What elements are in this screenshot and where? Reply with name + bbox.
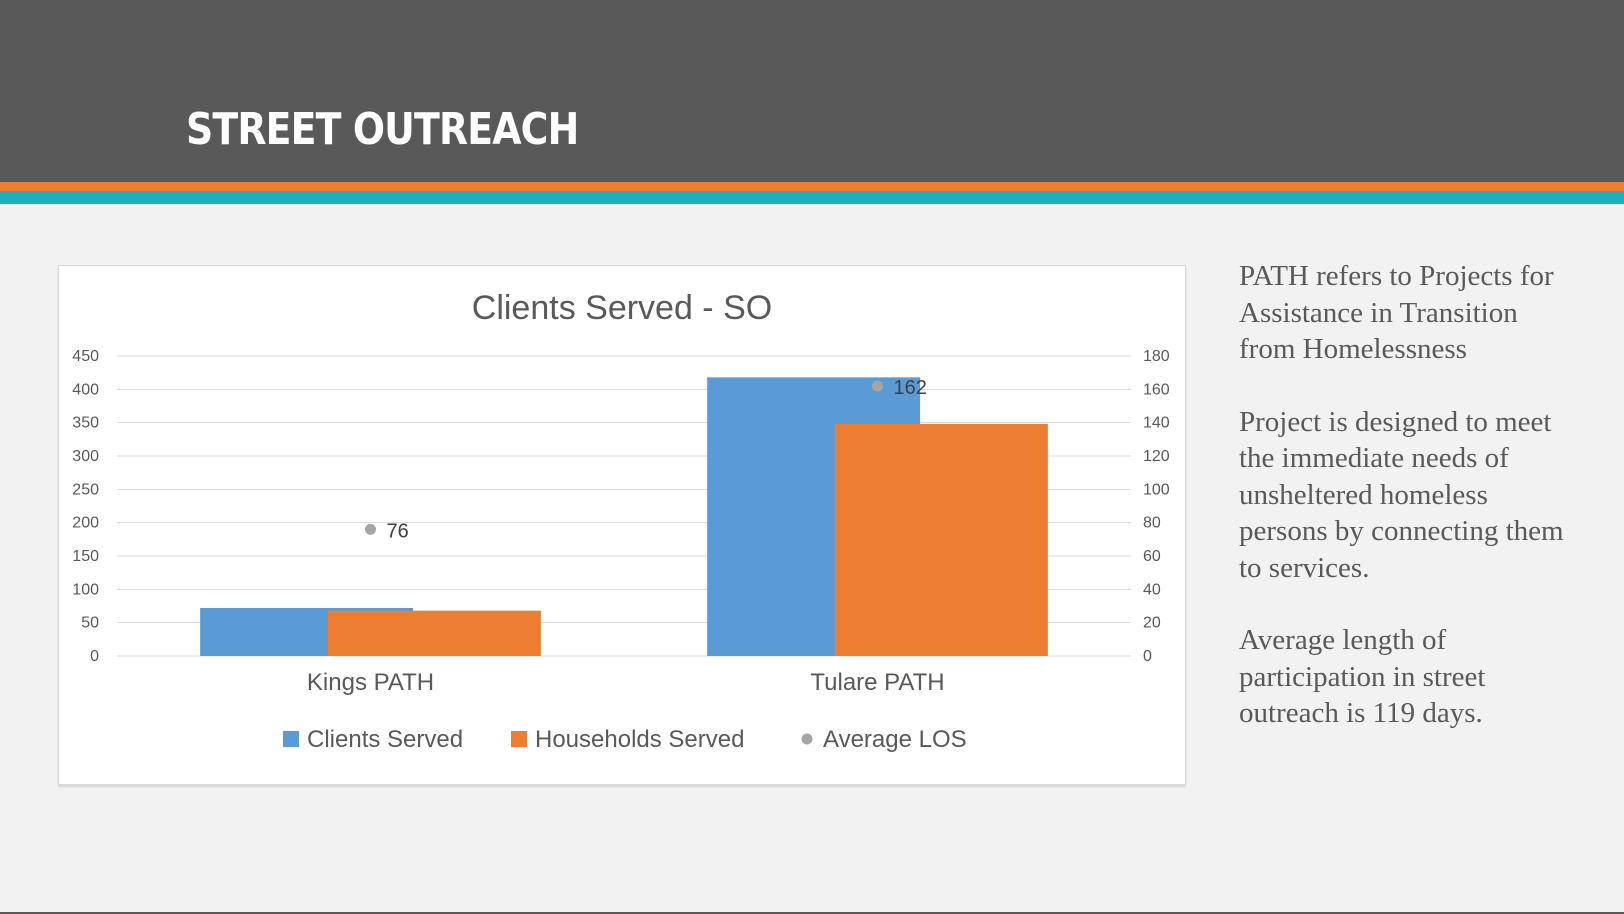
average-los-label: 162 [894, 377, 927, 399]
right-tick-label: 120 [1143, 448, 1170, 465]
legend-label: Average LOS [823, 726, 967, 753]
legend-label: Clients Served [307, 726, 463, 753]
slide-title: STREET OUTREACH [186, 104, 579, 155]
side-notes: PATH refers to Projects for Assistance i… [1239, 258, 1579, 768]
chart-legend: Clients Served Households Served Average L… [283, 726, 967, 753]
right-tick-label: 80 [1143, 515, 1161, 532]
right-tick-label: 60 [1143, 548, 1161, 565]
legend-swatch [283, 731, 299, 747]
note-project-purpose: Project is designed to meet the immediat… [1239, 405, 1564, 584]
left-axis: 0 50 100 150 200 250 300 350 400 450 [72, 348, 99, 665]
bottom-border [0, 912, 1624, 914]
bar-group [200, 377, 1048, 656]
left-tick-label: 50 [81, 615, 99, 632]
accent-stripe-orange [0, 182, 1624, 191]
chart-title: Clients Served - SO [472, 289, 772, 327]
title-bar: STREET OUTREACH [0, 0, 1624, 182]
left-tick-label: 100 [72, 581, 99, 598]
left-tick-label: 400 [72, 381, 99, 398]
left-tick-label: 300 [72, 448, 99, 465]
right-tick-label: 140 [1143, 415, 1170, 432]
average-los-point [365, 523, 376, 535]
households-served-bar [834, 424, 1048, 656]
legend-label: Households Served [535, 726, 744, 753]
right-tick-label: 40 [1143, 581, 1161, 598]
legend-marker [801, 733, 813, 745]
category-labels: Kings PATH Tulare PATH [307, 669, 945, 696]
left-tick-label: 200 [72, 515, 99, 532]
left-tick-label: 150 [72, 548, 99, 565]
category-label: Kings PATH [307, 669, 434, 696]
right-axis: 0 20 40 60 80 100 120 140 160 180 [1143, 348, 1170, 665]
left-tick-label: 250 [72, 481, 99, 498]
average-los-point [872, 380, 883, 392]
left-tick-label: 350 [72, 415, 99, 432]
legend-average-los: Average LOS [801, 726, 967, 753]
clients-served-chart: Clients Served - SO 05010015020025030035… [72, 289, 1170, 753]
legend-households-served: Households Served [511, 726, 744, 753]
note-path-definition: PATH refers to Projects for Assistance i… [1239, 260, 1554, 365]
right-tick-label: 20 [1143, 615, 1161, 632]
right-tick-label: 100 [1143, 481, 1170, 498]
right-tick-label: 160 [1143, 381, 1170, 398]
note-average-length: Average length of participation in stree… [1239, 624, 1486, 729]
accent-stripe-teal [0, 191, 1624, 204]
average-los-points: 76 162 [365, 377, 927, 542]
chart-panel: Clients Served - SO 0 50 100 150 200 250 300 35… [58, 265, 1186, 785]
households-served-bar [327, 610, 541, 656]
right-tick-label: 180 [1143, 348, 1170, 365]
left-tick-label: 450 [72, 348, 99, 365]
legend-clients-served: Clients Served [283, 726, 463, 753]
legend-swatch [511, 731, 527, 747]
right-tick-label: 0 [1143, 648, 1152, 665]
category-label: Tulare PATH [810, 669, 944, 696]
average-los-label: 76 [387, 520, 409, 542]
left-tick-label: 0 [90, 648, 99, 665]
